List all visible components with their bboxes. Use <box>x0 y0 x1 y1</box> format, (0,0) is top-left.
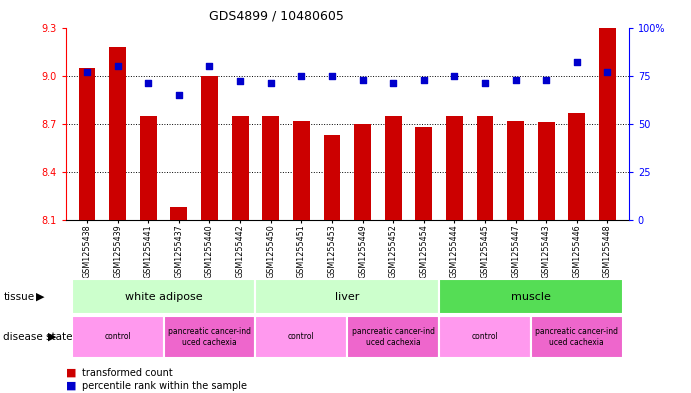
Bar <box>538 122 555 220</box>
Text: pancreatic cancer-ind
uced cachexia: pancreatic cancer-ind uced cachexia <box>352 327 435 347</box>
Point <box>388 80 399 86</box>
Bar <box>140 116 157 220</box>
Text: liver: liver <box>335 292 359 302</box>
Text: GDS4899 / 10480605: GDS4899 / 10480605 <box>209 10 344 23</box>
Point <box>112 63 123 69</box>
Point <box>143 80 154 86</box>
Bar <box>439 316 531 358</box>
Bar <box>164 316 256 358</box>
Bar <box>109 47 126 220</box>
Bar <box>256 316 348 358</box>
Text: control: control <box>471 332 498 342</box>
Point <box>540 76 551 83</box>
Text: control: control <box>288 332 314 342</box>
Bar <box>72 279 256 314</box>
Bar <box>263 116 279 220</box>
Bar <box>323 135 341 220</box>
Bar <box>507 121 524 220</box>
Bar <box>293 121 310 220</box>
Bar <box>171 207 187 220</box>
Text: ■: ■ <box>66 381 76 391</box>
Point <box>357 76 368 83</box>
Text: pancreatic cancer-ind
uced cachexia: pancreatic cancer-ind uced cachexia <box>536 327 618 347</box>
Bar <box>531 316 623 358</box>
Text: white adipose: white adipose <box>125 292 202 302</box>
Bar <box>201 75 218 220</box>
Bar <box>348 316 439 358</box>
Point <box>602 69 613 75</box>
Bar <box>439 279 623 314</box>
Bar <box>477 116 493 220</box>
Text: pancreatic cancer-ind
uced cachexia: pancreatic cancer-ind uced cachexia <box>168 327 251 347</box>
Point <box>510 76 521 83</box>
Text: disease state: disease state <box>3 332 73 342</box>
Point <box>480 80 491 86</box>
Bar <box>354 124 371 220</box>
Point <box>173 92 184 98</box>
Text: control: control <box>104 332 131 342</box>
Text: ▶: ▶ <box>36 292 44 302</box>
Text: muscle: muscle <box>511 292 551 302</box>
Point <box>265 80 276 86</box>
Bar <box>446 116 463 220</box>
Point <box>326 72 337 79</box>
Bar <box>599 28 616 220</box>
Text: tissue: tissue <box>3 292 35 302</box>
Text: percentile rank within the sample: percentile rank within the sample <box>82 381 247 391</box>
Bar <box>72 316 164 358</box>
Point <box>571 59 583 65</box>
Point <box>418 76 429 83</box>
Bar <box>231 116 249 220</box>
Bar <box>385 116 401 220</box>
Text: ▶: ▶ <box>48 332 56 342</box>
Bar <box>79 68 95 220</box>
Point <box>204 63 215 69</box>
Bar <box>415 127 432 220</box>
Text: ■: ■ <box>66 367 76 378</box>
Bar <box>256 279 439 314</box>
Bar <box>569 112 585 220</box>
Point <box>449 72 460 79</box>
Text: transformed count: transformed count <box>82 367 172 378</box>
Point <box>296 72 307 79</box>
Point <box>234 78 245 84</box>
Point <box>82 69 93 75</box>
